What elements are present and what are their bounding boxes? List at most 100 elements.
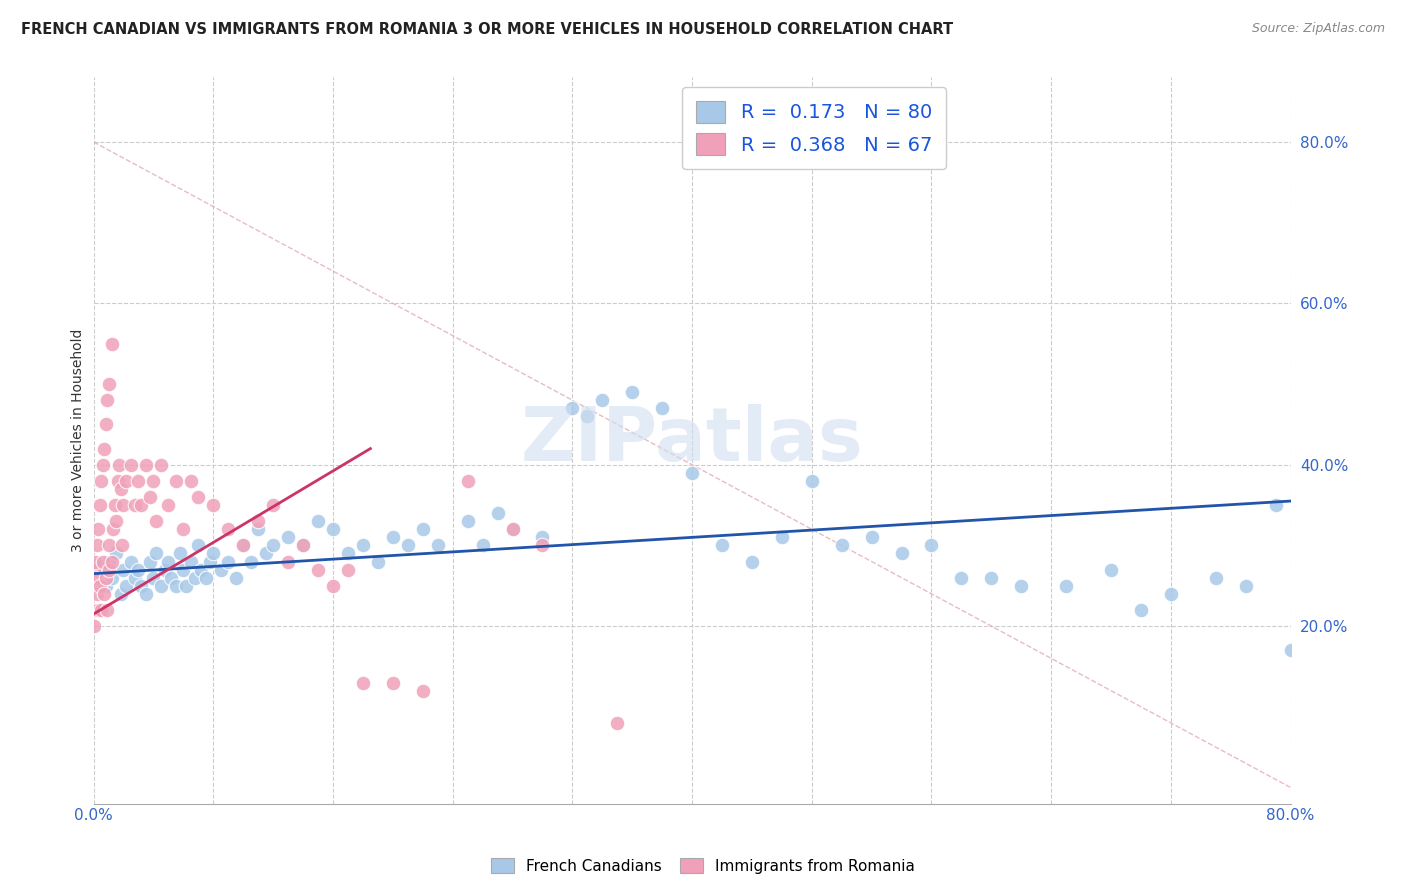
Point <box>292 538 315 552</box>
Point <box>172 522 194 536</box>
Point <box>531 530 554 544</box>
Point <box>97 563 120 577</box>
Point <box>322 579 344 593</box>
Point <box>131 498 153 512</box>
Text: Source: ZipAtlas.com: Source: ZipAtlas.com <box>1251 22 1385 36</box>
Point <box>165 474 187 488</box>
Point <box>84 571 107 585</box>
Point <box>606 715 628 730</box>
Point <box>105 514 128 528</box>
Point <box>187 490 209 504</box>
Point <box>247 514 270 528</box>
Point <box>502 522 524 536</box>
Point <box>412 683 434 698</box>
Point <box>591 393 613 408</box>
Point <box>890 547 912 561</box>
Point <box>180 555 202 569</box>
Point <box>1234 579 1257 593</box>
Point <box>96 603 118 617</box>
Point <box>142 571 165 585</box>
Point <box>110 587 132 601</box>
Point <box>486 506 509 520</box>
Point <box>412 522 434 536</box>
Point <box>336 563 359 577</box>
Point <box>741 555 763 569</box>
Point <box>149 458 172 472</box>
Point <box>87 522 110 536</box>
Point <box>112 498 135 512</box>
Point <box>352 538 374 552</box>
Point <box>149 579 172 593</box>
Point <box>145 547 167 561</box>
Point <box>101 522 124 536</box>
Point <box>770 530 793 544</box>
Point <box>187 538 209 552</box>
Point <box>239 555 262 569</box>
Point <box>217 555 239 569</box>
Point <box>110 482 132 496</box>
Point <box>100 571 122 585</box>
Point <box>651 401 673 416</box>
Point <box>97 377 120 392</box>
Point <box>531 538 554 552</box>
Point <box>135 587 157 601</box>
Point <box>169 547 191 561</box>
Point <box>1010 579 1032 593</box>
Point <box>127 474 149 488</box>
Point <box>135 458 157 472</box>
Point <box>115 579 138 593</box>
Point <box>202 547 225 561</box>
Point <box>172 563 194 577</box>
Point <box>381 530 404 544</box>
Point <box>180 474 202 488</box>
Point <box>262 538 284 552</box>
Point <box>457 514 479 528</box>
Point <box>681 466 703 480</box>
Point <box>89 498 111 512</box>
Point <box>97 538 120 552</box>
Point <box>84 555 107 569</box>
Point <box>561 401 583 416</box>
Point <box>87 603 110 617</box>
Point <box>91 555 114 569</box>
Point <box>322 522 344 536</box>
Point <box>307 514 329 528</box>
Point <box>100 336 122 351</box>
Point <box>711 538 734 552</box>
Point <box>139 555 162 569</box>
Point <box>91 458 114 472</box>
Point <box>93 442 115 456</box>
Text: FRENCH CANADIAN VS IMMIGRANTS FROM ROMANIA 3 OR MORE VEHICLES IN HOUSEHOLD CORRE: FRENCH CANADIAN VS IMMIGRANTS FROM ROMAN… <box>21 22 953 37</box>
Point <box>100 555 122 569</box>
Point <box>190 563 212 577</box>
Point <box>86 538 108 552</box>
Point <box>124 498 146 512</box>
Point <box>105 547 128 561</box>
Point <box>107 474 129 488</box>
Point <box>336 547 359 561</box>
Point <box>127 563 149 577</box>
Point <box>1205 571 1227 585</box>
Text: ZIPatlas: ZIPatlas <box>520 404 863 477</box>
Legend: French Canadians, Immigrants from Romania: French Canadians, Immigrants from Romani… <box>485 852 921 880</box>
Point <box>232 538 254 552</box>
Point <box>112 563 135 577</box>
Point <box>980 571 1002 585</box>
Point <box>367 555 389 569</box>
Point <box>1099 563 1122 577</box>
Point <box>831 538 853 552</box>
Point <box>381 675 404 690</box>
Point <box>426 538 449 552</box>
Point <box>950 571 973 585</box>
Point <box>1160 587 1182 601</box>
Point <box>471 538 494 552</box>
Point <box>108 458 131 472</box>
Point <box>232 538 254 552</box>
Point <box>277 555 299 569</box>
Point <box>142 474 165 488</box>
Point <box>111 538 134 552</box>
Point <box>194 571 217 585</box>
Point <box>83 619 105 633</box>
Point <box>352 675 374 690</box>
Point <box>800 474 823 488</box>
